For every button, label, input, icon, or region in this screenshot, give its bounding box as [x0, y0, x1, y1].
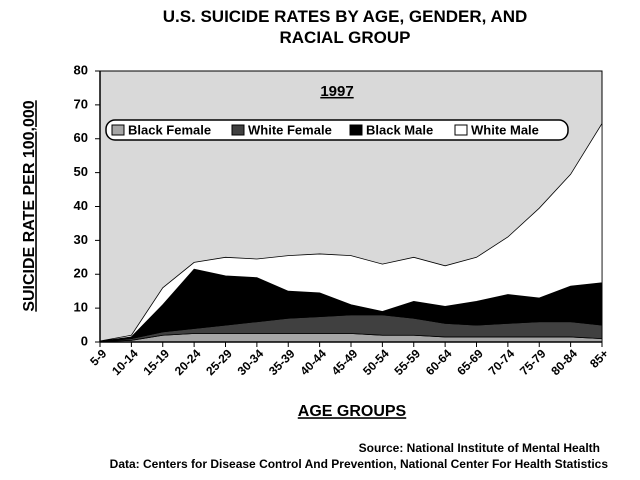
y-axis-label: SUICIDE RATE PER 100,000 [21, 100, 38, 311]
legend-label: White Female [248, 122, 332, 137]
x-tick-label: 15-19 [141, 346, 173, 378]
y-tick-label: 80 [74, 62, 88, 77]
y-tick-label: 0 [81, 333, 88, 348]
x-tick-label: 55-59 [392, 346, 424, 378]
y-tick-label: 70 [74, 96, 88, 111]
y-tick-label: 40 [74, 198, 88, 213]
year-annotation: 1997 [320, 83, 353, 100]
x-tick-label: 25-29 [203, 346, 235, 378]
x-tick-label: 85+ [587, 346, 611, 370]
data-note: Data: Centers for Disease Control And Pr… [110, 457, 609, 471]
legend-label: Black Female [128, 122, 211, 137]
legend-label: Black Male [366, 122, 433, 137]
x-tick-label: 30-34 [235, 346, 267, 378]
x-tick-label: 50-54 [360, 346, 392, 378]
x-tick-label: 60-64 [423, 346, 455, 378]
y-tick-label: 30 [74, 232, 88, 247]
x-tick-label: 80-84 [548, 346, 580, 378]
x-tick-label: 5-9 [87, 346, 109, 368]
x-tick-label: 10-14 [109, 346, 141, 378]
source-note: Source: National Institute of Mental Hea… [359, 441, 600, 455]
area [99, 122, 603, 342]
x-tick-label: 65-69 [454, 346, 486, 378]
chart-title: U.S. SUICIDE RATES BY AGE, GENDER, AND R… [162, 7, 528, 47]
x-tick-label: 45-49 [329, 346, 361, 378]
y-tick-label: 60 [74, 130, 88, 145]
x-axis-label: AGE GROUPS [298, 403, 407, 420]
x-tick-label: 40-44 [297, 346, 329, 378]
legend-swatch [111, 124, 125, 136]
legend-label: White Male [471, 122, 539, 137]
x-tick-label: 70-74 [486, 346, 518, 378]
legend-swatch [454, 124, 468, 136]
x-tick-label: 35-39 [266, 346, 298, 378]
legend-swatch [231, 124, 245, 136]
x-tick-label: 75-79 [517, 346, 549, 378]
legend-swatch [349, 124, 363, 136]
legend [105, 119, 569, 141]
y-tick-label: 50 [74, 164, 88, 179]
y-tick-label: 20 [74, 266, 88, 281]
y-tick-label: 10 [74, 300, 88, 315]
x-tick-label: 20-24 [172, 346, 204, 378]
